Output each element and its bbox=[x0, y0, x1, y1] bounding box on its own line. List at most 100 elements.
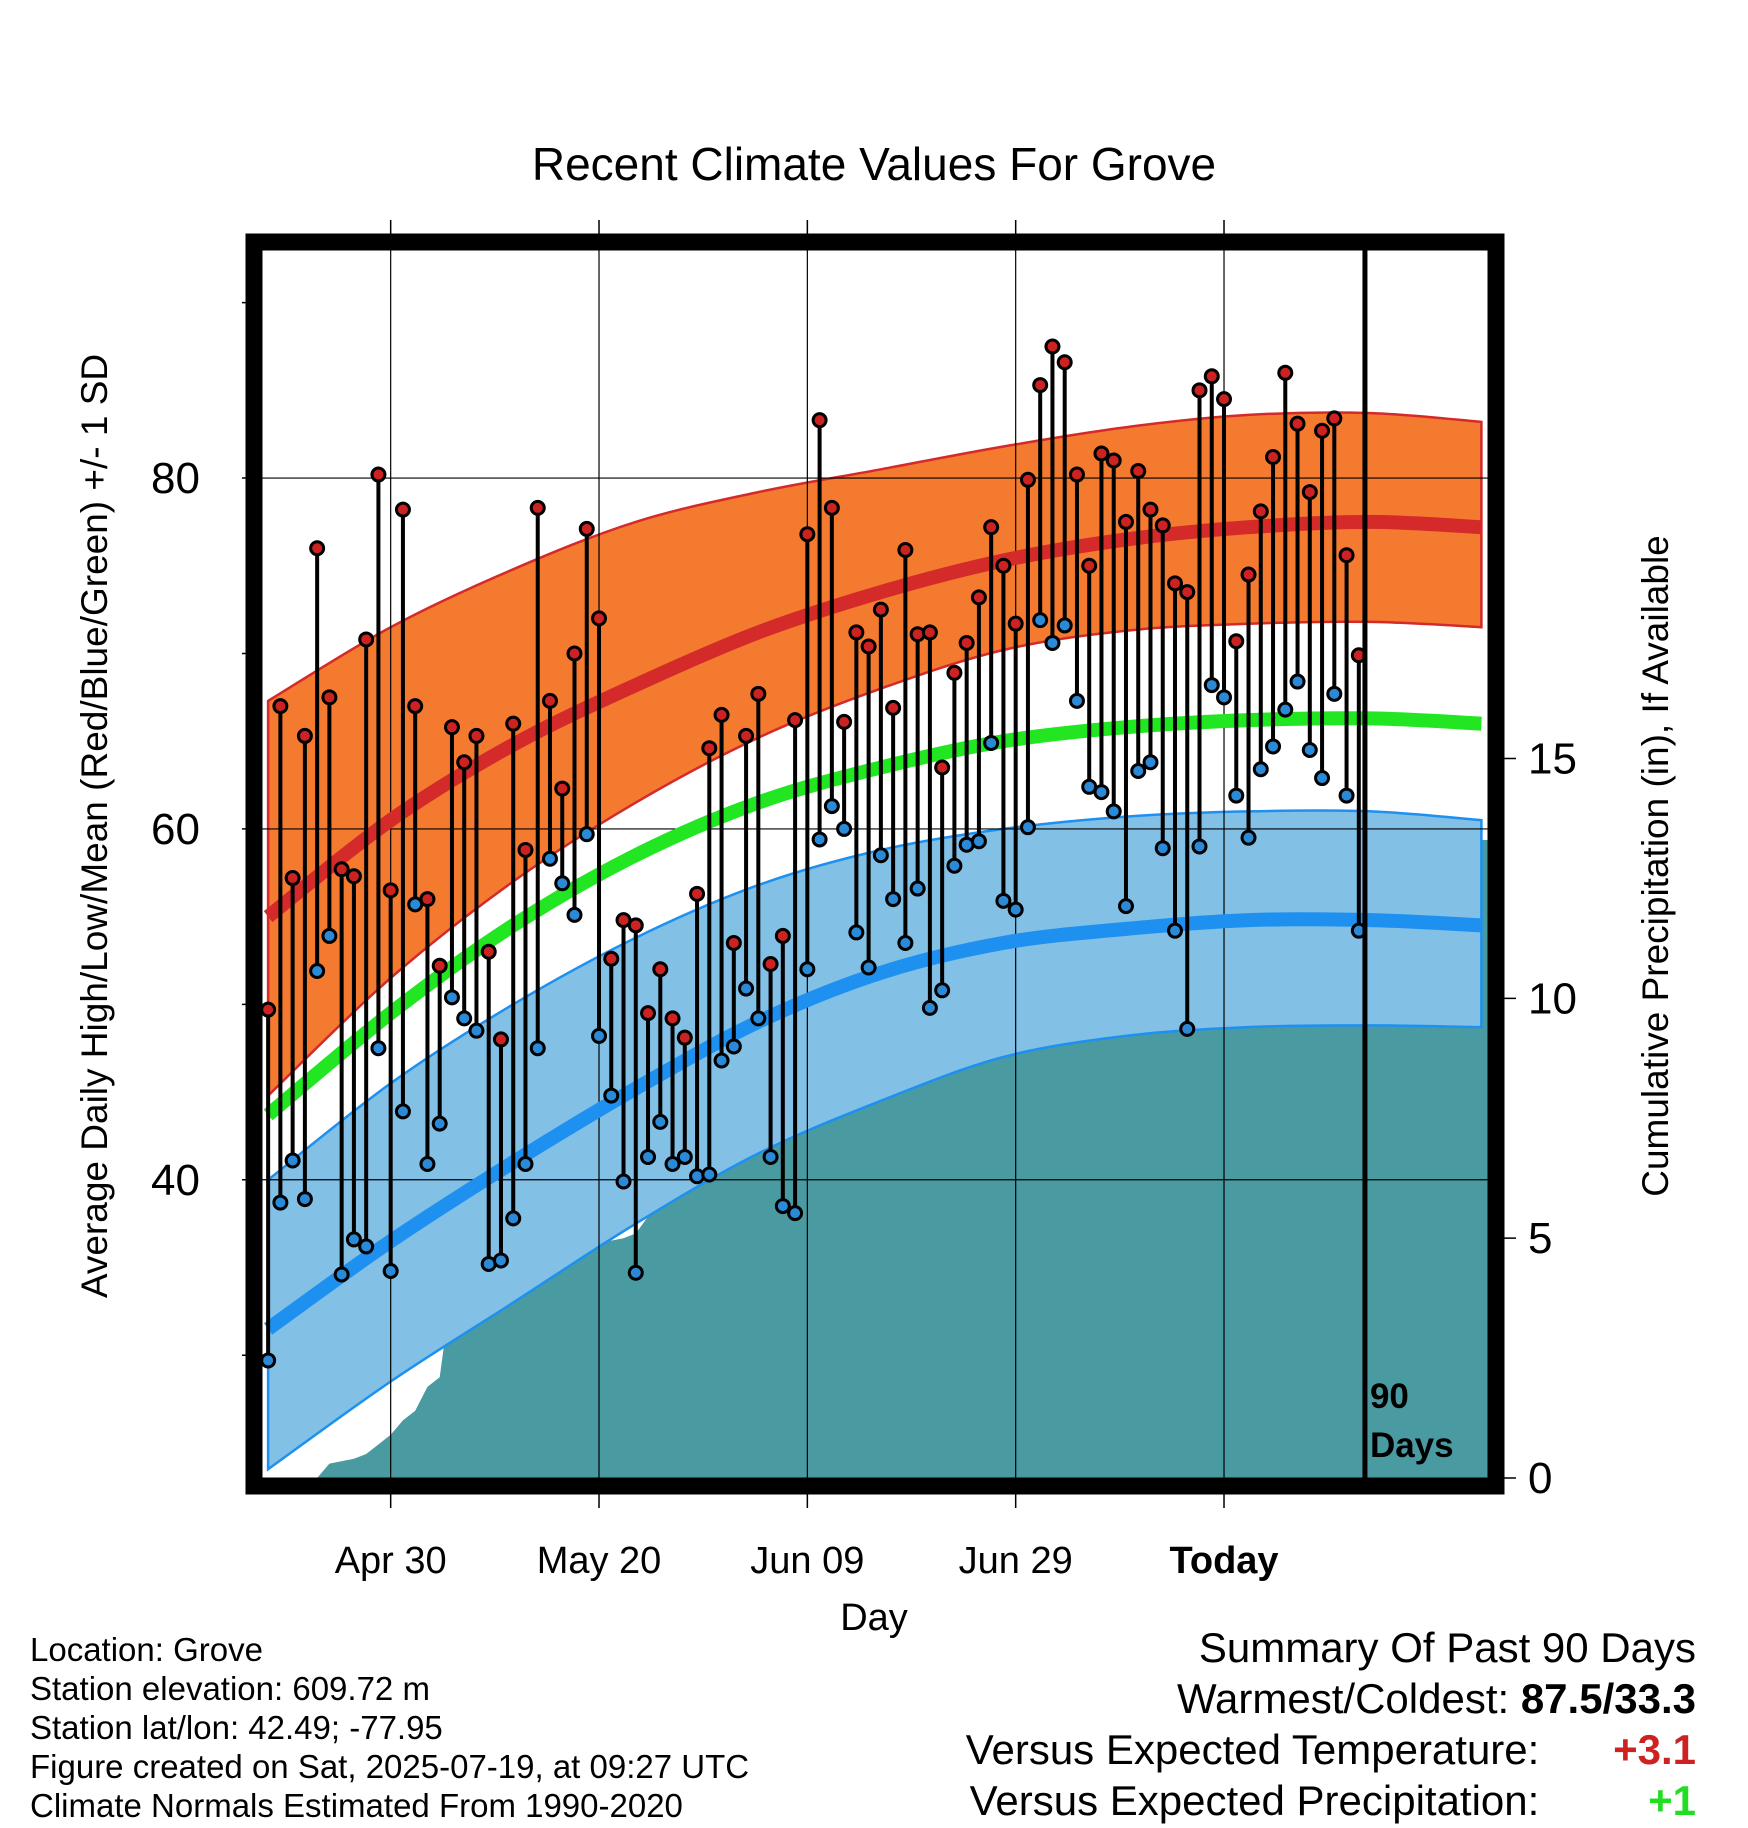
daily-low-point bbox=[333, 1266, 350, 1283]
daily-low-point bbox=[456, 1010, 473, 1027]
station-info: Location: Grove Station elevation: 609.7… bbox=[30, 1630, 749, 1825]
daily-low-point bbox=[1007, 901, 1024, 918]
daily-high-point bbox=[1203, 368, 1220, 385]
daily-low-point bbox=[1277, 701, 1294, 718]
daily-high-point bbox=[958, 634, 975, 651]
daily-high-point bbox=[419, 891, 436, 908]
daily-high-point bbox=[970, 589, 987, 606]
latlon-text: Station lat/lon: 42.49; -77.95 bbox=[30, 1709, 443, 1746]
daily-high-point bbox=[664, 1010, 681, 1027]
daily-low-point bbox=[1093, 784, 1110, 801]
daily-high-point bbox=[1252, 503, 1269, 520]
daily-low-point bbox=[431, 1115, 448, 1132]
daily-high-point bbox=[1142, 501, 1159, 518]
y2-tick-label: 10 bbox=[1528, 974, 1577, 1023]
y-tick-label: 80 bbox=[151, 454, 200, 503]
daily-low-point bbox=[394, 1103, 411, 1120]
daily-low-point bbox=[627, 1264, 644, 1281]
daily-high-point bbox=[897, 541, 914, 558]
daily-high-point bbox=[1154, 517, 1171, 534]
daily-high-point bbox=[1117, 513, 1134, 530]
daily-low-point bbox=[1326, 685, 1343, 702]
daily-low-point bbox=[309, 963, 326, 980]
daily-low-point bbox=[1130, 763, 1147, 780]
daily-high-point bbox=[1265, 449, 1282, 466]
y2-tick-label: 0 bbox=[1528, 1454, 1552, 1503]
daily-high-point bbox=[983, 519, 1000, 536]
x-tick-label: Jun 29 bbox=[959, 1540, 1073, 1582]
daily-high-point bbox=[370, 466, 387, 483]
daily-low-point bbox=[799, 961, 816, 978]
daily-low-point bbox=[860, 959, 877, 976]
daily-low-point bbox=[1154, 840, 1171, 857]
daily-low-point bbox=[1032, 612, 1049, 629]
daily-low-point bbox=[725, 1038, 742, 1055]
x-tick-label: May 20 bbox=[537, 1540, 662, 1582]
daily-low-point bbox=[946, 857, 963, 874]
daily-high-point bbox=[640, 1005, 657, 1022]
daily-low-point bbox=[419, 1155, 436, 1172]
daily-low-point bbox=[1203, 677, 1220, 694]
daily-low-point bbox=[750, 1010, 767, 1027]
daily-high-point bbox=[443, 719, 460, 736]
daily-low-point bbox=[676, 1148, 693, 1165]
daily-high-point bbox=[382, 882, 399, 899]
location-text: Location: Grove bbox=[30, 1631, 263, 1668]
daily-high-point bbox=[394, 501, 411, 518]
daily-high-point bbox=[1228, 633, 1245, 650]
daily-high-point bbox=[1007, 615, 1024, 632]
daily-low-point bbox=[652, 1113, 669, 1130]
daily-high-point bbox=[1032, 377, 1049, 394]
daily-high-point bbox=[1081, 557, 1098, 574]
daily-low-point bbox=[934, 982, 951, 999]
daily-low-point bbox=[664, 1155, 681, 1172]
daily-high-point bbox=[676, 1029, 693, 1046]
today-days-label: Days bbox=[1370, 1426, 1454, 1465]
daily-high-point bbox=[713, 706, 730, 723]
daily-low-point bbox=[811, 831, 828, 848]
daily-high-point bbox=[799, 526, 816, 543]
daily-low-point bbox=[492, 1252, 509, 1269]
daily-low-point bbox=[897, 934, 914, 951]
daily-high-point bbox=[738, 727, 755, 744]
daily-low-point bbox=[468, 1022, 485, 1039]
daily-low-point bbox=[872, 847, 889, 864]
daily-high-point bbox=[921, 624, 938, 641]
plot-frame bbox=[245, 233, 1505, 1495]
daily-high-point bbox=[358, 631, 375, 648]
y2-axis-label: Cumulative Precipitation (in), If Availa… bbox=[1635, 535, 1676, 1197]
daily-low-point bbox=[1191, 838, 1208, 855]
daily-low-point bbox=[529, 1040, 546, 1057]
daily-low-point bbox=[272, 1194, 289, 1211]
y2-tick-label: 5 bbox=[1528, 1214, 1552, 1263]
daily-high-point bbox=[885, 699, 902, 716]
daily-high-point bbox=[1314, 422, 1331, 439]
daily-high-point bbox=[407, 698, 424, 715]
daily-high-point bbox=[1019, 471, 1036, 488]
precip-label: Versus Expected Precipitation: bbox=[969, 1777, 1540, 1824]
daily-high-point bbox=[1277, 364, 1294, 381]
precip-value: +1 bbox=[1648, 1777, 1696, 1824]
daily-low-point bbox=[1301, 741, 1318, 758]
daily-high-point bbox=[836, 713, 853, 730]
daily-low-point bbox=[1240, 829, 1257, 846]
daily-high-point bbox=[529, 499, 546, 516]
daily-high-point bbox=[284, 870, 301, 887]
daily-high-point bbox=[872, 601, 889, 618]
daily-low-point bbox=[909, 880, 926, 897]
y-tick-label: 60 bbox=[151, 805, 200, 854]
daily-low-point bbox=[591, 1027, 608, 1044]
daily-low-point bbox=[541, 850, 558, 867]
daily-low-point bbox=[774, 1198, 791, 1215]
daily-low-point bbox=[787, 1205, 804, 1222]
daily-high-point bbox=[1130, 463, 1147, 480]
daily-low-point bbox=[1105, 803, 1122, 820]
chart-title: Recent Climate Values For Grove bbox=[532, 138, 1216, 190]
daily-low-point bbox=[321, 927, 338, 944]
daily-high-point bbox=[934, 759, 951, 776]
daily-low-point bbox=[370, 1040, 387, 1057]
daily-low-point bbox=[983, 734, 1000, 751]
daily-low-point bbox=[1117, 898, 1134, 915]
daily-low-point bbox=[1044, 634, 1061, 651]
